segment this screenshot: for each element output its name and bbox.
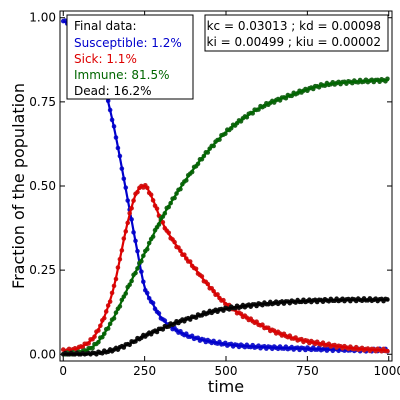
y-axis-ticks: 0.00 0.25 0.50 0.75 1.00	[29, 11, 392, 361]
series-susceptible	[60, 18, 390, 354]
y-tick-label: 1.00	[29, 11, 56, 25]
series-dead	[60, 296, 390, 357]
y-tick-label: 0.00	[29, 347, 56, 361]
y-tick-label: 0.50	[29, 179, 56, 193]
rates-legend: kc = 0.03013 ; kd = 0.00098 ki = 0.00499…	[204, 14, 389, 52]
x-tick-label: 0	[59, 364, 67, 378]
x-tick-label: 500	[215, 364, 238, 378]
series-line-sick	[63, 184, 389, 352]
final-data-legend: Final data: Susceptible: 1.2% Sick: 1.1%…	[66, 14, 194, 100]
x-tick-label: 250	[133, 364, 156, 378]
series-line-immune	[63, 78, 389, 356]
legend-label-dead: Dead: 16.2%	[74, 84, 152, 98]
series-line-susceptible	[62, 20, 389, 352]
y-tick-label: 0.25	[29, 263, 56, 277]
x-axis-title: time	[208, 377, 244, 396]
y-axis-title: Fraction of the population	[9, 83, 28, 289]
final-data-legend-box	[66, 14, 194, 100]
rates-legend-box	[204, 14, 389, 52]
final-data-title: Final data:	[74, 19, 137, 33]
legend-label-susceptible: Susceptible: 1.2%	[74, 36, 182, 50]
series-sick	[60, 182, 390, 354]
x-tick-label: 750	[296, 364, 319, 378]
y-tick-label: 0.75	[29, 95, 56, 109]
rates-line-1: kc = 0.03013 ; kd = 0.00098	[207, 19, 381, 33]
series-line-dead	[63, 298, 389, 356]
series-layer	[60, 18, 390, 357]
legend-label-immune: Immune: 81.5%	[74, 68, 170, 82]
legend-label-sick: Sick: 1.1%	[74, 52, 137, 66]
rates-line-2: ki = 0.00499 ; kiu = 0.00002	[207, 35, 381, 49]
